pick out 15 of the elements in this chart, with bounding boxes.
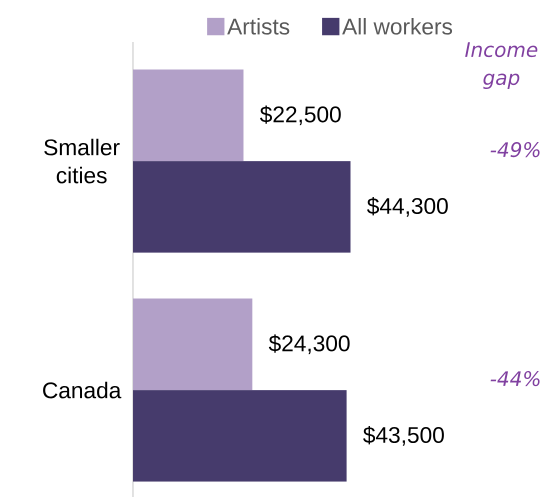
bar bbox=[133, 298, 252, 390]
data-label: $22,500 bbox=[260, 105, 341, 126]
text: -49% bbox=[490, 142, 540, 158]
y-tick-label: Canada bbox=[43, 382, 122, 398]
data-label: $24,300 bbox=[268, 334, 350, 354]
bar bbox=[133, 161, 351, 253]
legend-label: All workers bbox=[342, 18, 452, 35]
y-tick-label: Smaller cities bbox=[44, 138, 120, 184]
text: Income gap bbox=[465, 42, 538, 90]
data-label: $43,500 bbox=[363, 426, 444, 446]
bar bbox=[133, 69, 244, 162]
legend-label: Artists bbox=[227, 18, 290, 35]
text: -44% bbox=[490, 371, 540, 386]
data-label: $44,300 bbox=[367, 197, 448, 217]
bar bbox=[133, 390, 347, 482]
